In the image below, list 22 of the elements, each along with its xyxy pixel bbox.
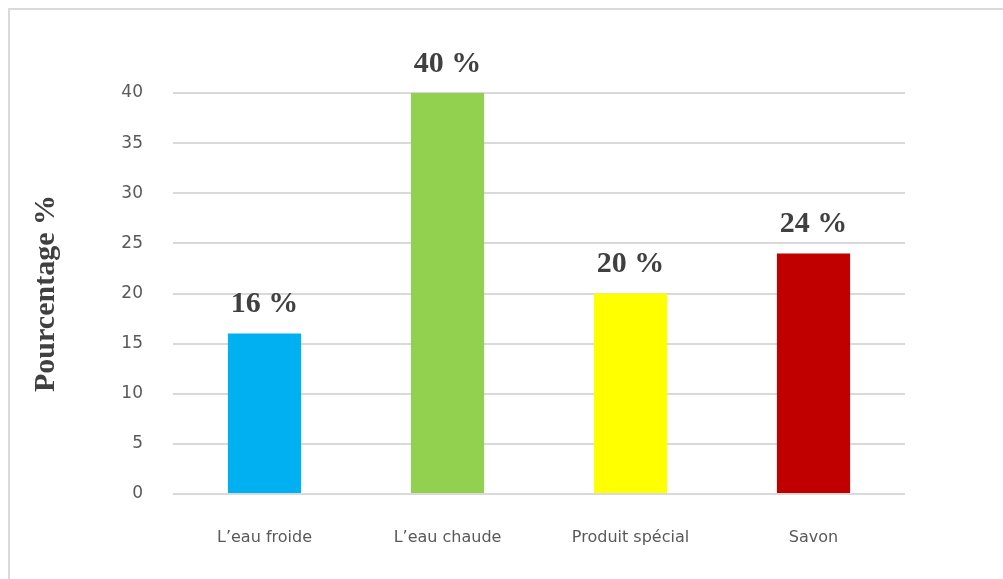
y-tick-label: 15 (121, 332, 143, 353)
y-tick-label: 35 (121, 131, 143, 152)
bar (227, 333, 302, 493)
y-tick-label: 20 (121, 281, 143, 302)
y-tick-label: 5 (132, 432, 143, 453)
bar (593, 293, 668, 493)
y-tick-label: 40 (121, 81, 143, 102)
bar (410, 93, 485, 493)
y-axis-title: Pourcentage % (26, 195, 60, 392)
data-label: 20 % (596, 245, 665, 279)
x-tick-label: L’eau chaude (393, 526, 502, 546)
bar (776, 253, 851, 493)
data-label: 40 % (413, 44, 482, 78)
y-tick-label: 25 (121, 231, 143, 252)
y-tick-label: 0 (132, 482, 143, 503)
x-tick-label: Savon (788, 526, 839, 546)
y-tick-label: 30 (121, 181, 143, 202)
y-tick-label: 10 (121, 382, 143, 403)
data-label: 24 % (779, 205, 848, 239)
data-label: 16 % (230, 285, 299, 319)
x-tick-label: Produit spécial (571, 526, 690, 546)
x-tick-label: L’eau froide (217, 526, 312, 546)
